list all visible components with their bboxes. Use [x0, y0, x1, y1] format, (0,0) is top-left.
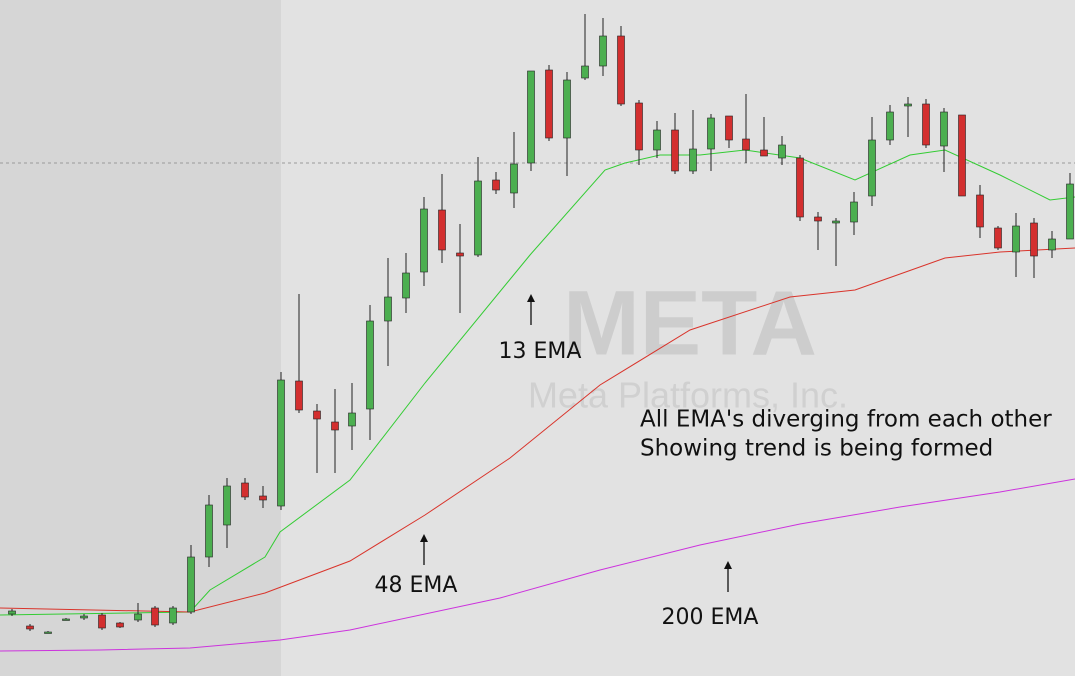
candle-body: [169, 607, 177, 624]
candle-body: [527, 70, 535, 164]
candle-body: [420, 208, 428, 273]
candle-body: [313, 410, 321, 420]
candle-body: [725, 115, 733, 141]
ema-line: [0, 478, 1075, 652]
arrow-head: [724, 561, 732, 569]
ema-line: [0, 149, 1075, 616]
candle-body: [868, 139, 876, 197]
candle-body: [904, 103, 912, 107]
candle-body: [689, 148, 697, 172]
candle-body: [151, 607, 159, 626]
candle-body: [796, 157, 804, 218]
candle-body: [295, 380, 303, 411]
candle-body: [456, 252, 464, 257]
arrow-head: [420, 534, 428, 542]
candle-body: [44, 631, 52, 634]
candle-body: [850, 201, 858, 223]
annotation: 48 EMA: [375, 573, 458, 598]
candle-body: [976, 194, 984, 228]
candle-body: [778, 144, 786, 159]
candle-body: [384, 296, 392, 322]
candle-body: [958, 114, 966, 197]
candle-body: [241, 482, 249, 498]
candle-body: [742, 138, 750, 151]
candle-body: [1066, 183, 1074, 240]
candle-body: [707, 117, 715, 150]
candle-body: [832, 220, 840, 224]
candle-body: [671, 129, 679, 172]
candle-body: [116, 622, 124, 628]
candle-body: [1012, 225, 1020, 253]
candle-body: [922, 103, 930, 146]
watermark-subtitle: Meta Platforms, Inc.: [528, 375, 848, 416]
candle-body: [259, 495, 267, 501]
candle-body: [940, 111, 948, 147]
candle-body: [205, 504, 213, 558]
candle-body: [474, 180, 482, 256]
candle-body: [223, 485, 231, 526]
candle-body: [277, 379, 285, 507]
candle-body: [402, 272, 410, 299]
candle-body: [581, 65, 589, 79]
candle-body: [599, 35, 607, 67]
arrow-head: [527, 294, 535, 302]
candle-body: [80, 615, 88, 619]
candle-body: [438, 209, 446, 251]
candle-body: [62, 618, 70, 621]
candle-body: [1030, 222, 1038, 257]
annotation: All EMA's diverging from each other: [640, 407, 1052, 433]
candle-body: [492, 179, 500, 191]
candle-body: [994, 227, 1002, 249]
candle-body: [510, 163, 518, 194]
candle-body: [1048, 238, 1056, 251]
annotation: Showing trend is being formed: [640, 436, 993, 462]
candle-body: [187, 556, 195, 613]
candle-body: [8, 610, 16, 615]
candle-body: [635, 102, 643, 151]
candle-body: [26, 625, 34, 630]
candle-body: [814, 216, 822, 222]
candle-body: [134, 613, 142, 621]
session-shade: [0, 0, 281, 676]
candle-body: [563, 79, 571, 139]
candle-body: [98, 614, 106, 629]
annotation: 13 EMA: [499, 339, 582, 364]
candle-body: [653, 129, 661, 151]
candle-body: [331, 421, 339, 431]
annotations: 13 EMA 48 EMA 200 EMA All EMA's divergin…: [375, 294, 1052, 630]
candle-body: [366, 320, 374, 410]
candle-body: [545, 69, 553, 139]
candle-body: [760, 149, 768, 157]
ema-line: [0, 247, 1075, 613]
watermark: META: [563, 272, 817, 374]
annotation: 200 EMA: [662, 605, 759, 630]
candle-body: [348, 412, 356, 427]
candle-body: [617, 35, 625, 105]
candle-body: [886, 111, 894, 141]
plot: [0, 14, 1075, 652]
